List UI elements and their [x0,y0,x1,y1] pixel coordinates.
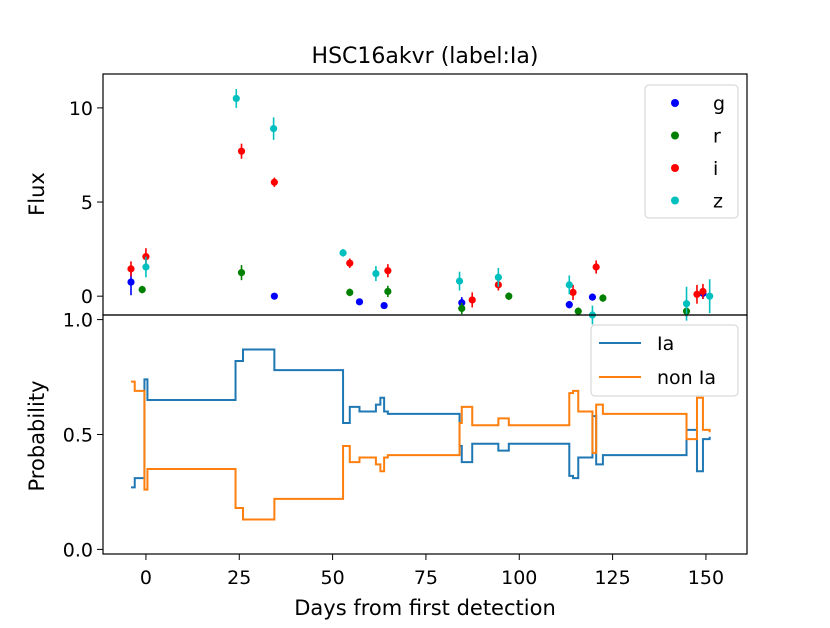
flux-point-r [458,304,466,313]
flux-point-i [693,290,701,298]
flux-point-i [699,287,707,296]
flux-point-z [339,249,347,257]
probability-y-tick-label: 0.0 [63,539,93,561]
flux-point-r [346,288,354,297]
probability-marks [131,348,711,521]
flux-point-i [237,147,246,155]
flux-point-z [706,292,714,300]
flux-y-tick-label: 0 [81,286,93,308]
legend-marker-g [671,99,679,107]
flux-point-i [127,265,135,273]
legend-label-ia: Ia [657,333,674,355]
probability-plot-frame [102,314,748,555]
flux-point-z [372,269,380,278]
legend-label-r: r [713,126,721,148]
probability-axis-ticks: 0.0 0.5 1.0 0 25 50 75 100 125 150 [63,310,724,589]
flux-point-r [574,307,582,315]
flux-point-i [592,263,600,271]
flux-point-r [138,285,146,294]
x-tick-label: 125 [594,567,630,589]
flux-point-g [355,298,364,306]
flux-point-z [270,125,278,133]
flux-point-g [588,293,597,301]
flux-point-z [232,94,240,103]
probability-y-axis-label: Probability [25,380,49,491]
flux-axis-ticks: 0 5 10 [69,98,103,308]
flux-point-g [270,292,278,300]
x-axis-label: Days from first detection [294,596,556,620]
x-tick-label: 150 [688,567,724,589]
probability-panel: 0.0 0.5 1.0 0 25 50 75 100 125 150 Ia non Ia [63,310,748,589]
chart-title: HSC16akvr (label:Ia) [312,44,539,69]
x-tick-label: 0 [140,567,152,589]
x-tick-label: 25 [227,567,251,589]
flux-point-i [569,288,577,297]
flux-point-z [682,300,691,308]
flux-y-tick-label: 10 [69,98,93,120]
flux-point-i [270,178,278,186]
legend-marker-z [671,196,679,205]
legend-label-i: i [713,158,718,180]
legend-marker-r [671,131,679,140]
x-tick-label: 100 [501,567,537,589]
probability-legend: Ia non Ia [590,324,739,397]
legend-label-non-ia: non Ia [657,367,716,389]
probability-y-tick-label: 0.5 [63,425,93,447]
flux-point-z [142,263,150,271]
probability-line-non-ia [131,380,711,521]
legend-label-g: g [713,93,725,115]
legend-label-z: z [713,191,723,213]
legend-marker-i [671,164,679,172]
flux-legend-box [644,84,739,219]
flux-point-r [599,294,607,302]
x-tick-label: 50 [321,567,345,589]
x-tick-label: 75 [414,567,438,589]
flux-point-g [565,301,573,309]
flux-y-axis-label: Flux [25,172,49,216]
flux-point-z [494,273,502,281]
flux-point-g [380,301,388,310]
flux-point-r [237,269,246,277]
flux-point-r [505,292,513,300]
flux-point-z [565,281,573,289]
flux-marks [127,89,714,325]
flux-point-z [455,277,464,285]
flux-point-i [384,267,392,275]
probability-y-tick-label: 1.0 [63,310,93,332]
flux-point-i [346,259,354,267]
flux-point-r [384,287,392,296]
flux-point-g [127,278,135,286]
flux-point-i [468,296,476,304]
flux-y-tick-label: 5 [81,192,93,214]
